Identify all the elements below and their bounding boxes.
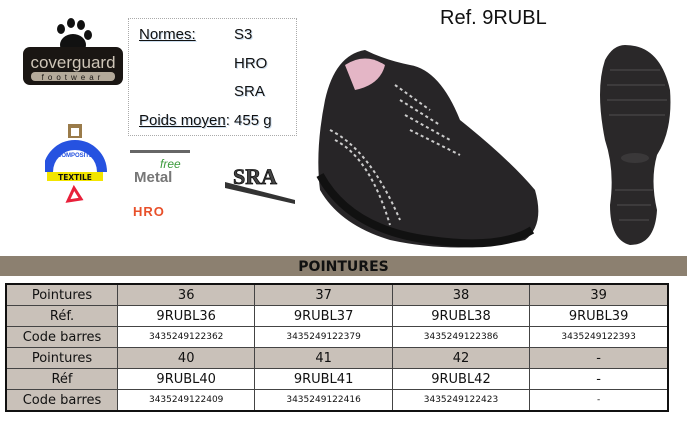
sole-image (600, 45, 671, 245)
ref-cell: 9RUBL39 (529, 305, 669, 327)
row-label: Code barres (5, 326, 118, 348)
code-cell: 3435249122409 (116, 389, 256, 412)
code-cell: 3435249122362 (116, 326, 256, 348)
ref-cell: 9RUBL38 (391, 305, 531, 327)
table-row: Code barres 3435249122362 3435249122379 343… (5, 326, 669, 348)
svg-text:Metal: Metal (134, 169, 172, 185)
table-row: Pointures 36 37 38 39 (5, 283, 669, 306)
ref-cell: 9RUBL42 (391, 368, 531, 390)
size-cell: 41 (254, 347, 393, 369)
coverguard-logo: coverguard footwear (23, 18, 123, 85)
code-cell: 3435249122379 (254, 326, 393, 348)
ref-cell: 9RUBL36 (116, 305, 256, 327)
ref-cell: 9RUBL41 (254, 368, 393, 390)
table-row: Pointures 40 41 42- (5, 347, 669, 369)
svg-text:free: free (160, 157, 181, 171)
product-ref-title: Ref. 9RUBL (440, 7, 547, 29)
size-cell: 37 (254, 283, 393, 306)
svg-text:COMPOSITE: COMPOSITE (57, 153, 93, 159)
shoe-image (316, 50, 539, 248)
hro-badge: HRO (133, 204, 165, 219)
size-cell: 38 (391, 283, 531, 306)
ref-cell: 9RUBL37 (254, 305, 393, 327)
poids-label: Poids moyen (139, 112, 226, 129)
row-label: Code barres (5, 389, 118, 412)
row-label: Pointures (5, 347, 118, 369)
table-row: Réf 9RUBL40 9RUBL41 9RUBL42- (5, 368, 669, 390)
specs-box: Normes: S3 HRO SRA Poids moyen: 455 g (128, 18, 297, 136)
code-cell: 3435249122386 (391, 326, 531, 348)
normes-label: Normes: (139, 26, 196, 43)
code-cell: 3435249122423 (391, 389, 531, 412)
row-label: Réf. (5, 305, 118, 327)
poids-value: : 455 g (225, 112, 272, 129)
size-cell: 39 (529, 283, 669, 306)
norme-s3: S3 (234, 26, 253, 43)
size-cell: 36 (116, 283, 256, 306)
section-title-pointures: POINTURES (0, 256, 687, 276)
svg-text:SRA: SRA (233, 164, 277, 189)
sra-badge: SRA (225, 164, 295, 204)
norme-hro: HRO (234, 55, 268, 72)
composite-textile-badge: COMPOSITE TEXTILE (45, 124, 107, 203)
size-cell: 40 (116, 347, 256, 369)
svg-text:footwear: footwear (42, 73, 105, 82)
code-cell: 3435249122393 (529, 326, 669, 348)
ref-cell: - (529, 368, 669, 390)
metal-free-badge: Metal free (130, 150, 190, 185)
table-row: Code barres 3435249122409 3435249122416 343… (5, 389, 669, 412)
svg-text:coverguard: coverguard (30, 53, 115, 72)
svg-text:TEXTILE: TEXTILE (58, 173, 92, 182)
code-cell: 3435249122416 (254, 389, 393, 412)
size-cell: - (529, 347, 669, 369)
size-cell: 42 (391, 347, 531, 369)
row-label: Pointures (5, 283, 118, 306)
table-row: Réf. 9RUBL36 9RUBL37 9RUBL38 9RUBL39 (5, 305, 669, 327)
ref-cell: 9RUBL40 (116, 368, 256, 390)
row-label: Réf (5, 368, 118, 390)
norme-sra: SRA (234, 83, 265, 100)
code-cell: - (529, 389, 669, 412)
sizes-table: Pointures 36 37 38 39 Réf. 9RUBL36 9RUBL37 9RUBL… (5, 283, 669, 412)
